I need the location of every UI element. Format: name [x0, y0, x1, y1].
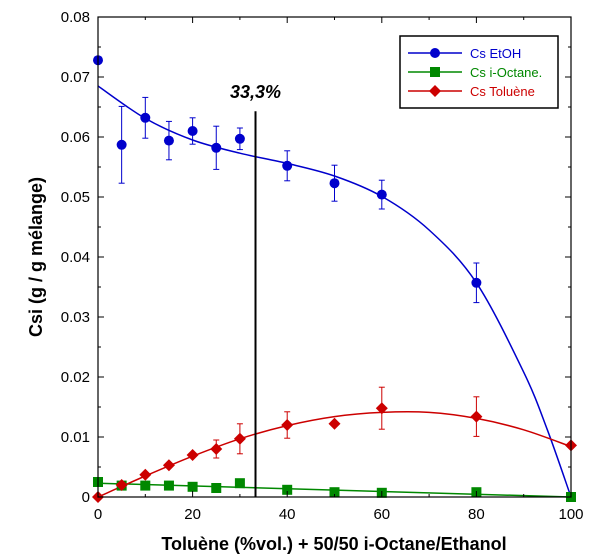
y-tick-label: 0.04	[61, 249, 90, 266]
annotation-label: 33,3%	[230, 82, 281, 102]
data-point-cs-tolu-ne	[162, 459, 175, 472]
data-point-cs-etoh	[163, 135, 174, 146]
x-tick-label: 60	[373, 506, 390, 523]
legend-label-cs-tolu-ne: Cs Toluène	[470, 84, 535, 99]
data-point-cs-i-octane	[187, 481, 198, 492]
x-axis-title: Toluène (%vol.) + 50/50 i-Octane/Ethanol	[161, 534, 506, 554]
data-point-cs-i-octane	[282, 484, 293, 495]
data-point-cs-etoh	[471, 277, 482, 288]
y-tick-label: 0.05	[61, 189, 90, 206]
legend-marker-cs-i-octane	[430, 67, 440, 77]
legend-marker-cs-tolu-ne	[429, 85, 441, 97]
data-point-cs-etoh	[234, 133, 245, 144]
x-tick-label: 40	[279, 506, 296, 523]
legend-label-cs-etoh: Cs EtOH	[470, 46, 521, 61]
x-tick-label: 100	[558, 506, 583, 523]
y-tick-label: 0.06	[61, 129, 90, 146]
y-tick-label: 0.08	[61, 9, 90, 26]
data-point-cs-etoh	[187, 126, 198, 136]
data-point-cs-tolu-ne	[328, 417, 341, 430]
axes	[97, 16, 572, 498]
fit-curve-cs-tolu-ne	[97, 411, 572, 498]
y-tick-label: 0.03	[61, 309, 90, 326]
y-tick-label: 0.02	[61, 369, 90, 386]
data-point-cs-tolu-ne	[233, 432, 246, 445]
data-point-cs-i-octane	[329, 487, 340, 498]
legend-label-cs-i-octane: Cs i-Octane.	[470, 65, 542, 80]
y-tick-label: 0.07	[61, 69, 90, 86]
x-tick-label: 0	[94, 506, 102, 523]
data-point-cs-i-octane	[140, 480, 151, 491]
data-point-cs-i-octane	[234, 478, 245, 489]
data-point-cs-etoh	[376, 189, 387, 200]
legend-marker-cs-etoh	[430, 48, 440, 58]
data-point-cs-etoh	[282, 160, 293, 171]
data-point-cs-etoh	[140, 112, 151, 123]
data-point-cs-i-octane	[211, 483, 222, 493]
data-point-cs-tolu-ne	[139, 468, 152, 481]
y-tick-label: 0.01	[61, 429, 90, 446]
data-point-cs-tolu-ne	[375, 402, 388, 415]
data-point-cs-tolu-ne	[470, 410, 483, 423]
y-axis-title: Csi (g / g mélange)	[26, 177, 46, 337]
data-point-cs-etoh	[211, 142, 222, 153]
legend: Cs EtOH Cs i-Octane. Cs Toluène	[399, 35, 559, 109]
data-point-cs-tolu-ne	[186, 449, 199, 461]
data-point-cs-i-octane	[163, 480, 174, 491]
data-point-cs-etoh	[329, 178, 340, 189]
tick-labels: 0 0.01 0.02 0.03 0.04 0.05 0.06 0.07 0.08 0 20 40 60…	[61, 9, 584, 523]
data-point-cs-tolu-ne	[115, 479, 128, 491]
annotation-group: 33,3%	[230, 82, 281, 497]
y-tick-label: 0	[82, 489, 90, 506]
x-tick-label: 80	[468, 506, 485, 523]
data-point-cs-etoh	[116, 139, 127, 150]
data-point-cs-tolu-ne	[281, 419, 294, 431]
data-point-cs-tolu-ne	[210, 443, 223, 455]
x-tick-label: 20	[184, 506, 201, 523]
